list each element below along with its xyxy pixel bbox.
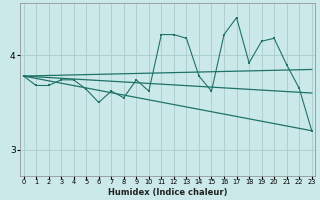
X-axis label: Humidex (Indice chaleur): Humidex (Indice chaleur) — [108, 188, 228, 197]
